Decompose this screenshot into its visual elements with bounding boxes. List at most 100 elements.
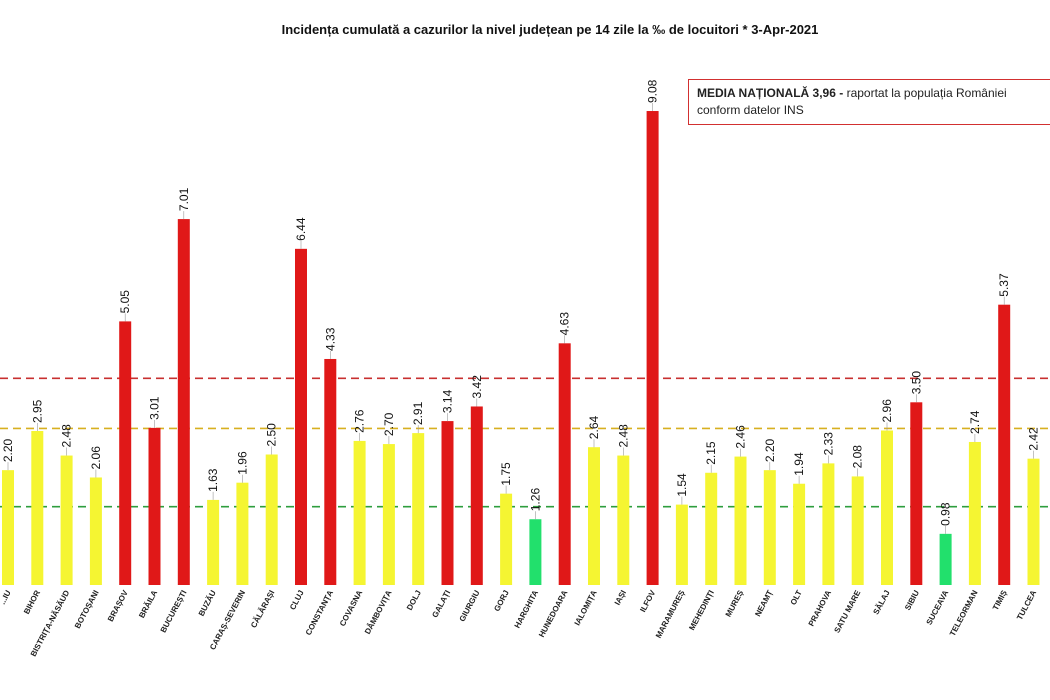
bar-value-label: 4.63 <box>558 312 572 336</box>
bar <box>646 111 659 586</box>
category-label: BUZĂU <box>197 589 218 618</box>
category-label: BRĂILA <box>137 589 159 620</box>
bar <box>558 343 571 585</box>
bar-value-label: 2.96 <box>880 399 894 423</box>
bar-value-label: 1.26 <box>528 488 542 512</box>
category-label: COVASNA <box>338 589 365 628</box>
bar-value-label: 2.33 <box>821 432 835 456</box>
bar-value-label: 1.63 <box>206 468 220 492</box>
bar-value-label: 3.50 <box>909 371 923 395</box>
bar-value-label: 7.01 <box>177 187 191 211</box>
bar-value-label: 1.54 <box>675 473 689 497</box>
bar <box>851 476 864 585</box>
bar <box>675 504 688 585</box>
category-label: BOTOȘANI <box>73 589 101 630</box>
category-label: SUCEAVA <box>925 589 951 627</box>
bar-value-label: 2.20 <box>763 438 777 462</box>
bar <box>822 463 835 585</box>
bar-value-label: 2.20 <box>1 438 15 462</box>
bar <box>705 472 718 585</box>
category-label: MARAMUREȘ <box>654 588 687 640</box>
category-label: MUREȘ <box>724 588 746 618</box>
category-label: GALAȚI <box>430 589 452 620</box>
bar <box>177 219 190 585</box>
bar <box>588 447 600 585</box>
bar <box>295 248 307 585</box>
category-label: BIHOR <box>22 589 42 616</box>
category-label: CĂLĂRAȘI <box>249 589 276 630</box>
category-label: SIBIU <box>903 589 921 612</box>
national-average-label: MEDIA NAȚIONALĂ 3,96 - <box>697 86 844 100</box>
category-label: ...IU <box>0 589 13 606</box>
category-label: IAȘI <box>613 589 628 607</box>
bar <box>60 455 73 585</box>
category-label: GORJ <box>492 589 511 613</box>
category-label: BUCUREȘTI <box>159 589 189 634</box>
bar <box>500 493 513 585</box>
bar-value-label: 3.42 <box>470 375 484 399</box>
bar-value-label: 1.75 <box>499 462 513 486</box>
bar <box>236 482 249 585</box>
bar-value-label: 2.76 <box>353 409 367 433</box>
bar <box>939 533 952 585</box>
category-label: SATU MARE <box>832 588 862 634</box>
bar <box>617 455 630 585</box>
category-label: ILFOV <box>638 588 657 614</box>
bar-value-label: 3.01 <box>148 396 162 420</box>
bar <box>2 470 14 585</box>
national-average-note: raportat la populația României <box>843 86 1007 100</box>
bar-value-label: 2.70 <box>382 412 396 436</box>
bar-value-label: 2.50 <box>265 423 279 447</box>
category-label: PRAHOVA <box>807 589 834 628</box>
category-label: SĂLAJ <box>872 589 892 616</box>
bar <box>412 433 425 585</box>
bar <box>881 430 893 585</box>
bar <box>265 454 278 585</box>
category-label: GIURGIU <box>458 589 482 624</box>
category-label: TELEORMAN <box>948 589 980 638</box>
bar <box>119 321 132 585</box>
bar <box>382 444 395 585</box>
bar <box>441 421 454 585</box>
bar-value-label: 2.48 <box>60 424 74 448</box>
bar-value-label: 4.33 <box>323 327 337 351</box>
bar-value-label: 0.98 <box>939 502 953 526</box>
bar <box>148 427 161 585</box>
category-label: MEHEDINȚI <box>687 589 716 632</box>
bar <box>998 304 1011 585</box>
bar <box>470 406 483 585</box>
bar <box>763 470 776 585</box>
bar-value-label: 5.05 <box>118 290 132 314</box>
bar <box>968 441 981 585</box>
category-label: IALOMIȚA <box>573 589 599 628</box>
bar-value-label: 2.06 <box>89 446 103 470</box>
bar-value-label: 2.48 <box>616 424 630 448</box>
category-label: DOLJ <box>405 589 423 612</box>
chart-title: Incidența cumulată a cazurilor la nivel … <box>281 22 819 37</box>
category-label: CONSTANȚA <box>304 589 335 637</box>
bar <box>529 519 542 585</box>
bar-value-label: 1.96 <box>235 451 249 475</box>
category-label: CLUJ <box>288 589 306 612</box>
bar-value-label: 5.37 <box>997 273 1011 297</box>
bar <box>324 358 337 585</box>
bar-value-label: 2.64 <box>587 416 601 440</box>
bar <box>353 440 366 585</box>
bar-value-label: 2.95 <box>30 399 44 423</box>
bar-value-label: 6.44 <box>294 217 308 241</box>
bar-value-label: 2.15 <box>704 441 718 465</box>
category-label: HARGHITA <box>513 589 541 630</box>
category-label: TULCEA <box>1015 589 1038 622</box>
bar-value-label: 9.08 <box>646 79 660 103</box>
category-label: BRAȘOV <box>106 588 130 623</box>
category-label: OLT <box>789 589 804 607</box>
bar-value-label: 2.42 <box>1027 427 1041 451</box>
bar <box>89 477 102 585</box>
bar-value-label: 1.94 <box>792 452 806 476</box>
bar-value-label: 3.14 <box>441 389 455 413</box>
bar-value-label: 2.74 <box>968 410 982 434</box>
bar <box>31 431 44 585</box>
bar-value-label: 2.08 <box>851 445 865 469</box>
national-average-source: conform datelor INS <box>697 103 804 117</box>
